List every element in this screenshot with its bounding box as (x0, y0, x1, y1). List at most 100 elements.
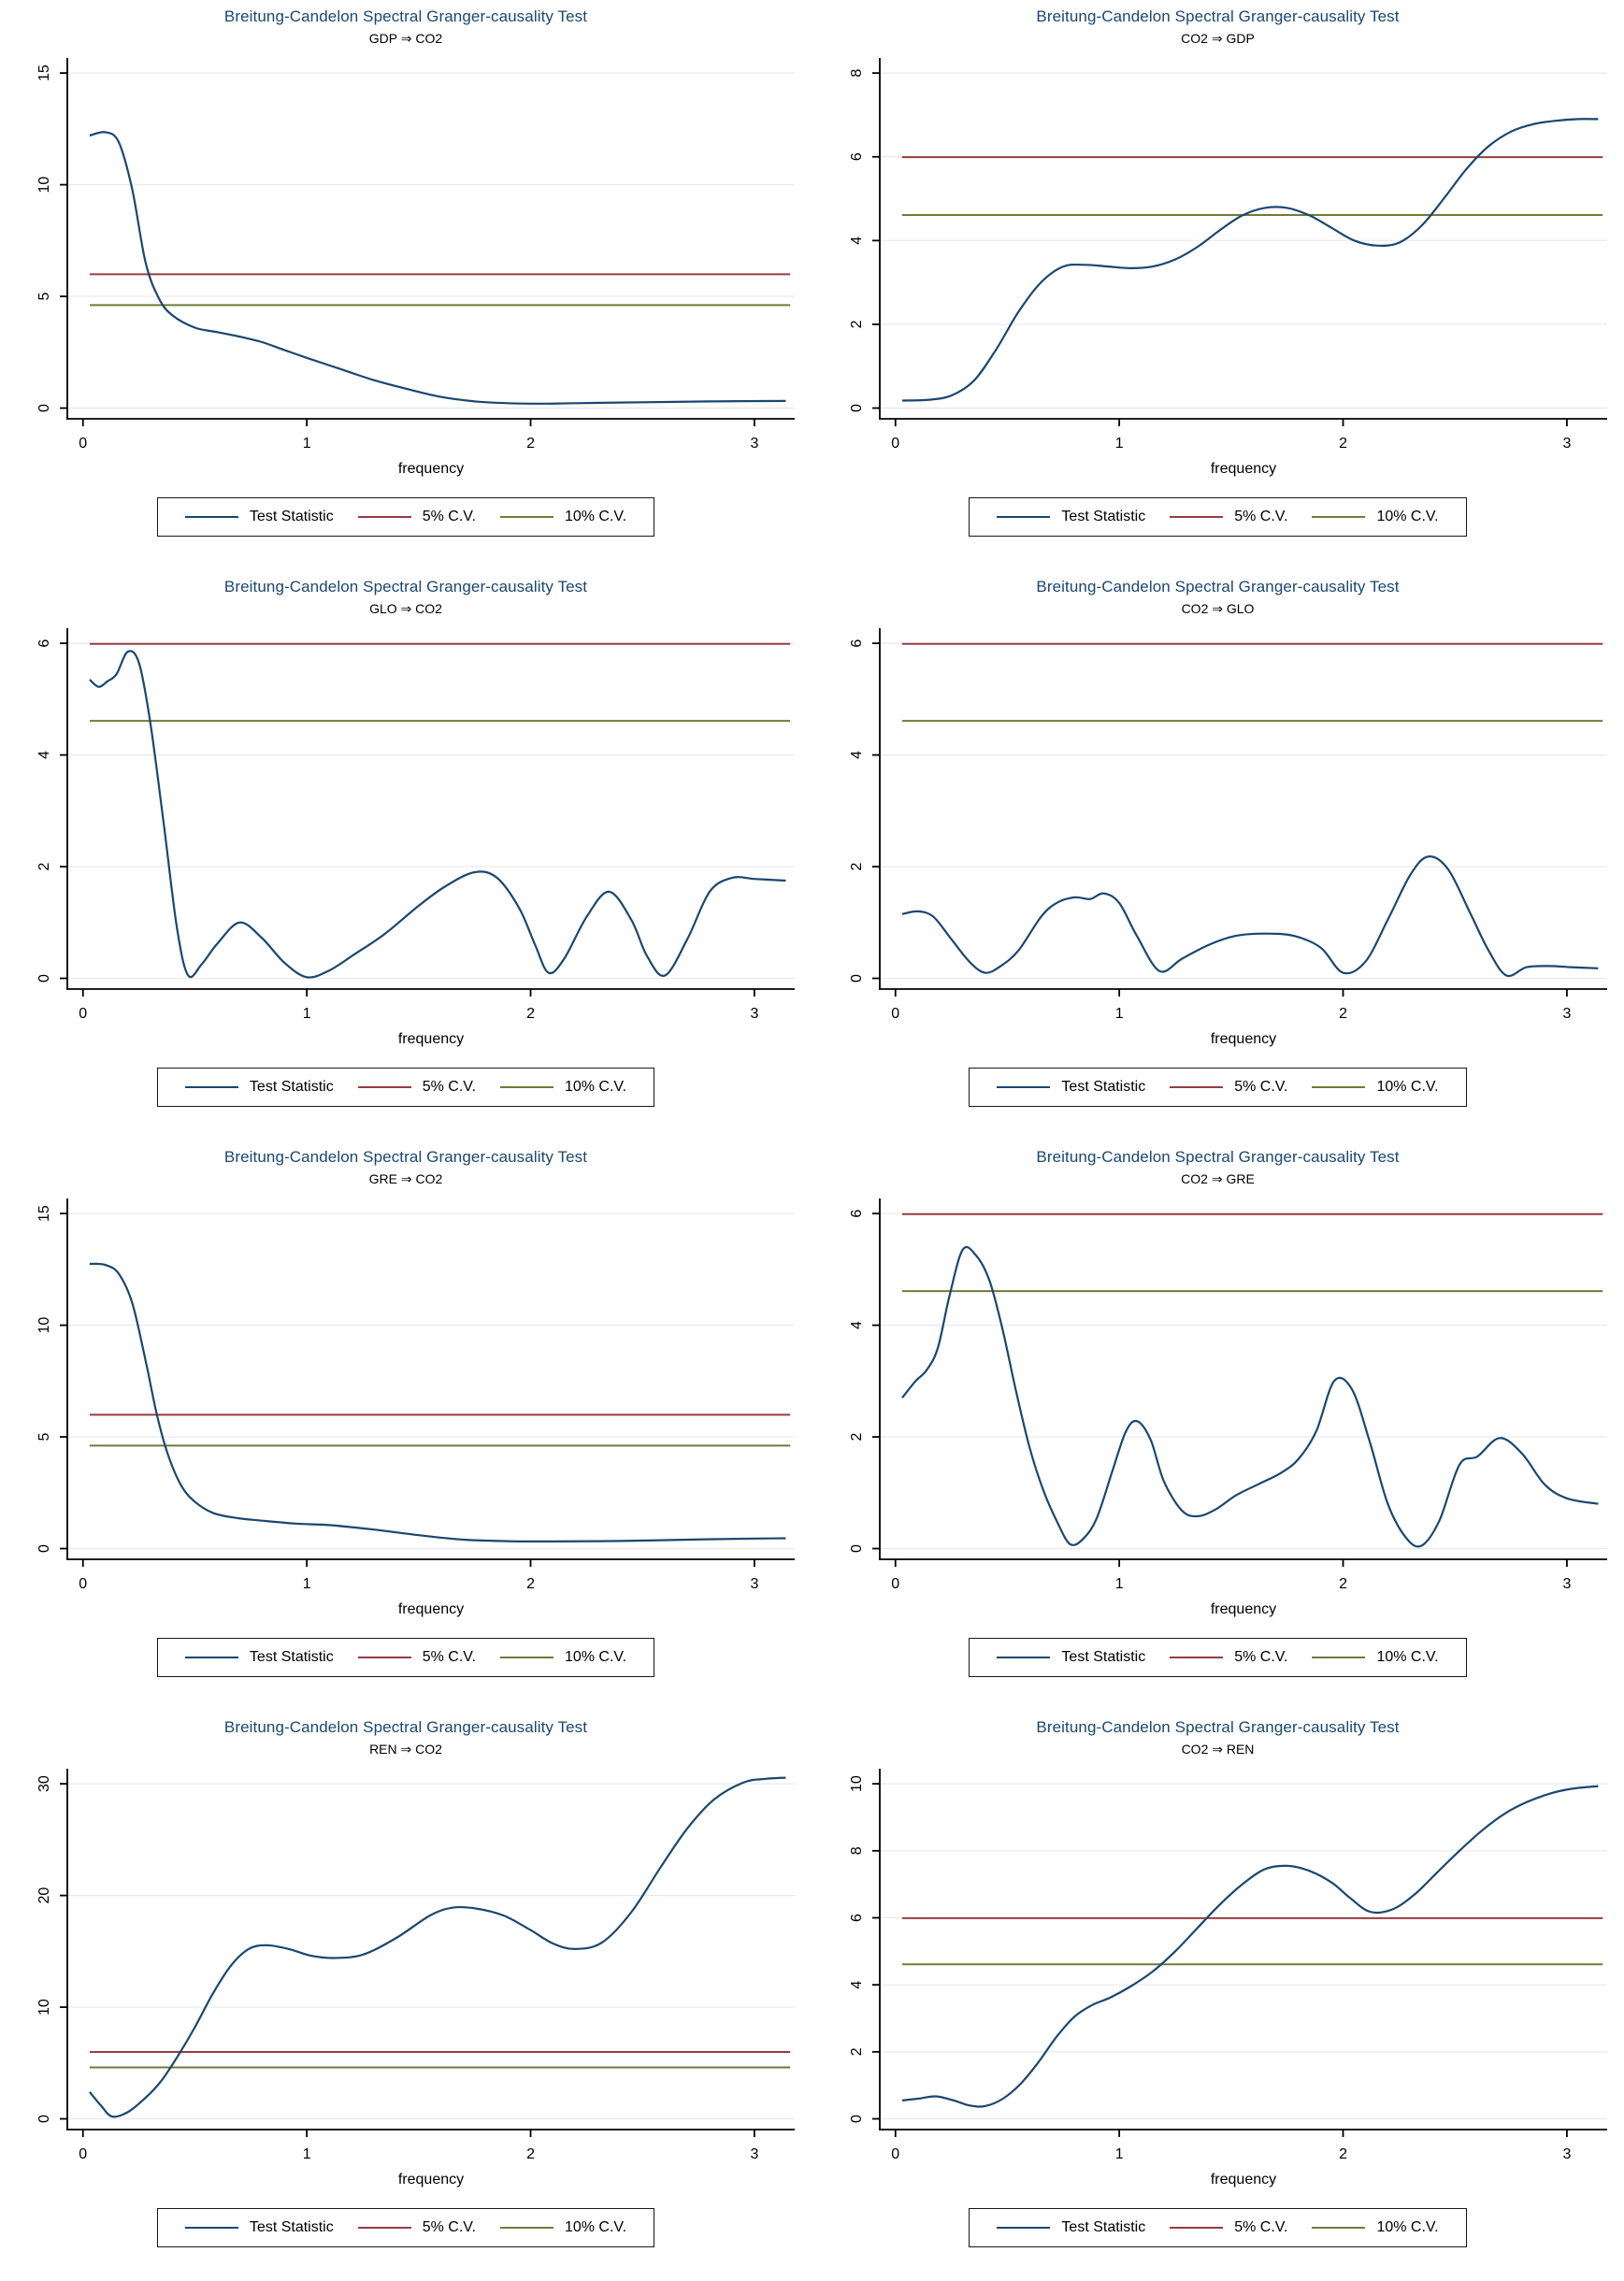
legend-entry: 10% C.V. (1312, 1649, 1439, 1666)
x-tick-label: 0 (891, 436, 899, 452)
y-tick-label: 0 (36, 1544, 52, 1553)
test-statistic-line (901, 118, 1598, 402)
legend-label: Test Statistic (249, 509, 334, 524)
x-tick-label: 2 (526, 1576, 535, 1592)
y-tick-label: 0 (36, 2115, 52, 2123)
y-tick-label: 5 (36, 1433, 52, 1442)
legend-label: 10% C.V. (1376, 1649, 1439, 1665)
x-tick-label: 2 (1339, 436, 1347, 452)
y-tick-label: 15 (36, 1205, 52, 1222)
y-tick-label: 4 (849, 1981, 865, 1989)
chart-subtitle: CO2 ⇒ GLO (1181, 601, 1255, 616)
chart-title: Breitung-Candelon Spectral Granger-causa… (223, 578, 588, 595)
legend-label: 10% C.V. (564, 2219, 627, 2235)
y-tick-label: 8 (849, 1846, 865, 1855)
legend-entry: 5% C.V. (1170, 1079, 1287, 1096)
chart-subtitle: GLO ⇒ CO2 (369, 601, 442, 616)
legend-label: Test Statistic (1061, 1649, 1146, 1665)
test-statistic-line (900, 1245, 1599, 1548)
y-tick-label: 8 (849, 69, 865, 78)
y-tick-label: 2 (849, 1433, 865, 1442)
x-tick-label: 1 (1114, 436, 1123, 452)
x-tick-label: 2 (526, 1006, 535, 1022)
y-tick-label: 6 (36, 639, 52, 648)
test_statistic-swatch (184, 516, 238, 518)
test-statistic-line (89, 650, 786, 979)
x-tick-label: 3 (750, 2146, 758, 2162)
test-statistic-line (89, 1776, 786, 2118)
x-tick-label: 3 (1562, 2146, 1571, 2162)
legend-label: 5% C.V. (1234, 1649, 1288, 1665)
legend-entry: Test Statistic (997, 1079, 1145, 1096)
chart-title: Breitung-Candelon Spectral Granger-causa… (223, 1718, 588, 1736)
y-tick-label: 10 (849, 1775, 865, 1792)
legend-label: Test Statistic (1061, 2219, 1146, 2235)
legend-entry: 5% C.V. (357, 1079, 476, 1096)
y-tick-label: 0 (849, 1544, 865, 1553)
plot-area: 0 10 20 30 0 1 2 3 frequency (36, 1769, 795, 2188)
legend-entry: 10% C.V. (499, 509, 627, 525)
test-statistic-line (901, 1785, 1599, 2108)
x-tick-label: 1 (1114, 1576, 1123, 1592)
legend-label: 10% C.V. (1376, 1079, 1439, 1095)
chart-co2-gdp: Breitung-Candelon Spectral Granger-causa… (812, 0, 1624, 570)
plot-area: 0 2 4 6 0 1 2 3 frequency (849, 628, 1607, 1047)
y-tick-label: 4 (849, 1321, 865, 1329)
chart-title: Breitung-Candelon Spectral Granger-causa… (223, 7, 588, 25)
legend-entry: Test Statistic (184, 1079, 334, 1096)
legend: Test Statistic 5% C.V. 10% C.V. (156, 1068, 655, 1107)
x-axis-title: frequency (398, 2172, 464, 2188)
legend: Test Statistic 5% C.V. 10% C.V. (969, 1638, 1467, 1677)
chart-gdp-co2: Breitung-Candelon Spectral Granger-causa… (0, 0, 812, 570)
plot-area: 0 5 10 15 0 1 2 3 frequency (36, 58, 795, 477)
y-tick-label: 6 (849, 1210, 865, 1218)
test_statistic-swatch (184, 1086, 238, 1088)
legend-entry: 10% C.V. (499, 1079, 627, 1096)
chart-co2-ren: Breitung-Candelon Spectral Granger-causa… (812, 1711, 1624, 2281)
x-tick-label: 1 (1114, 1006, 1123, 1022)
plot-area: 0 2 4 6 8 10 0 1 2 3 frequency (849, 1769, 1607, 2188)
legend-entry: Test Statistic (997, 1649, 1145, 1666)
y-tick-label: 6 (849, 639, 865, 648)
legend-label: 10% C.V. (564, 509, 627, 524)
chart-subtitle: GDP ⇒ CO2 (368, 31, 443, 46)
cv10-swatch (499, 516, 553, 518)
cv5-swatch (357, 516, 411, 518)
chart-subtitle: GRE ⇒ CO2 (368, 1171, 443, 1186)
cv5-swatch (357, 2227, 411, 2229)
x-tick-label: 1 (1114, 2146, 1123, 2162)
legend-label: 10% C.V. (564, 1079, 627, 1095)
legend-entry: 5% C.V. (357, 2219, 476, 2236)
y-tick-label: 2 (849, 320, 865, 328)
y-tick-label: 20 (36, 1887, 52, 1904)
x-tick-label: 0 (79, 1576, 87, 1592)
legend: Test Statistic 5% C.V. 10% C.V. (156, 497, 655, 537)
y-tick-label: 10 (36, 177, 52, 194)
x-tick-label: 1 (303, 1006, 311, 1022)
legend-entry: 10% C.V. (1312, 2219, 1439, 2236)
legend-entry: Test Statistic (184, 1649, 334, 1666)
x-axis-title: frequency (398, 1031, 464, 1047)
y-tick-label: 4 (36, 751, 52, 759)
legend-entry: Test Statistic (184, 2219, 334, 2236)
legend-entry: 10% C.V. (1312, 1079, 1439, 1096)
chart-subtitle: CO2 ⇒ REN (1181, 1742, 1255, 1757)
chart-glo-co2: Breitung-Candelon Spectral Granger-causa… (0, 570, 812, 1140)
legend-label: 10% C.V. (1376, 509, 1439, 524)
legend-label: 5% C.V. (1234, 2219, 1288, 2235)
x-axis-title: frequency (398, 1601, 464, 1617)
chart-gre-co2: Breitung-Candelon Spectral Granger-causa… (0, 1140, 812, 1711)
legend-label: 5% C.V. (422, 2219, 476, 2235)
y-tick-label: 10 (36, 1317, 52, 1334)
legend-label: Test Statistic (1061, 1079, 1146, 1095)
cv5-swatch (1170, 516, 1224, 518)
y-tick-label: 6 (849, 1914, 865, 1922)
y-tick-label: 0 (36, 404, 52, 412)
legend-label: Test Statistic (249, 1079, 334, 1095)
cv10-swatch (499, 1657, 553, 1658)
legend: Test Statistic 5% C.V. 10% C.V. (969, 2208, 1467, 2247)
cv5-swatch (1170, 1657, 1224, 1658)
x-tick-label: 0 (79, 436, 87, 452)
test-statistic-line (901, 855, 1598, 978)
